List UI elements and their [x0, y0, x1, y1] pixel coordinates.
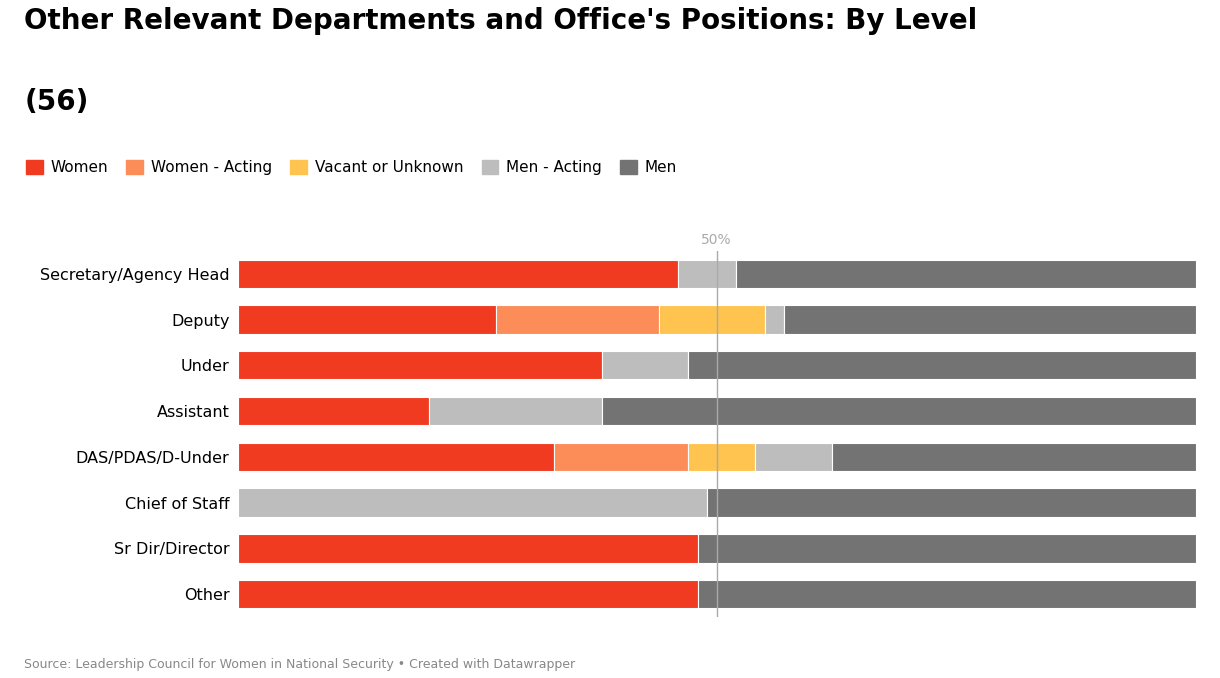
Bar [659, 305, 765, 334]
Bar [238, 397, 429, 425]
Bar [601, 397, 1196, 425]
Bar [554, 443, 688, 471]
Bar [688, 351, 1196, 380]
Bar [238, 260, 678, 288]
Text: (56): (56) [24, 88, 89, 116]
Bar [238, 534, 698, 563]
Bar [708, 488, 1196, 517]
Legend: Women, Women - Acting, Vacant or Unknown, Men - Acting, Men: Women, Women - Acting, Vacant or Unknown… [26, 161, 677, 176]
Bar [429, 397, 601, 425]
Bar [601, 351, 688, 380]
Bar [238, 580, 698, 608]
Text: 50%: 50% [702, 233, 732, 247]
Bar [678, 260, 736, 288]
Bar [698, 534, 1196, 563]
Bar [497, 305, 659, 334]
Bar [698, 580, 1196, 608]
Bar [238, 488, 708, 517]
Bar [832, 443, 1196, 471]
Bar [765, 305, 783, 334]
Bar [688, 443, 755, 471]
Bar [238, 351, 601, 380]
Text: Source: Leadership Council for Women in National Security • Created with Datawra: Source: Leadership Council for Women in … [24, 658, 576, 671]
Bar [736, 260, 1196, 288]
Bar [755, 443, 832, 471]
Bar [783, 305, 1196, 334]
Bar [238, 443, 554, 471]
Text: Other Relevant Departments and Office's Positions: By Level: Other Relevant Departments and Office's … [24, 7, 977, 35]
Bar [238, 305, 497, 334]
